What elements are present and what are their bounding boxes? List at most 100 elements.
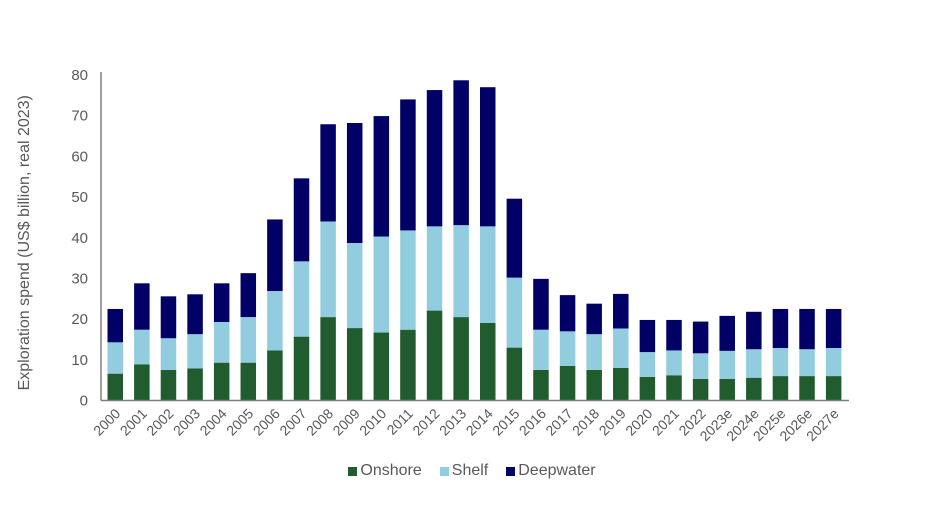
bar-deepwater-2008 — [320, 124, 336, 222]
y-axis-ticks: 0 10 20 30 40 50 60 70 80 — [71, 67, 88, 410]
bar-onshore-2004 — [213, 362, 230, 401]
bar-deepwater-2006 — [267, 219, 283, 292]
bar-onshore-2008 — [320, 317, 336, 401]
bar-onshore-2022 — [692, 378, 709, 401]
x-tick-label: 2006 — [250, 405, 283, 438]
x-tick-label: 2007 — [276, 405, 309, 438]
bar-onshore-2014 — [480, 322, 496, 401]
bar-deepwater-2005 — [240, 273, 257, 318]
legend-swatch — [506, 466, 516, 476]
bar-shelf-2010 — [373, 236, 390, 333]
bar-shelf-2015 — [506, 277, 523, 348]
bar-onshore-2003 — [187, 368, 203, 401]
legend-item-onshore: Onshore — [348, 462, 422, 480]
bar-onshore-2013 — [453, 317, 469, 401]
bar-deepwater-2004 — [213, 283, 230, 322]
bar-deepwater-2000 — [107, 308, 123, 343]
x-tick-label: 2009 — [329, 405, 362, 438]
bar-shelf-2019 — [613, 328, 629, 368]
bar-shelf-2002 — [160, 338, 177, 370]
bar-shelf-2004 — [213, 321, 230, 363]
y-tick-label: 0 — [80, 393, 88, 410]
bars-layer — [107, 80, 842, 401]
bar-deepwater-2003 — [187, 294, 203, 335]
bar-shelf-2025e — [772, 348, 789, 377]
bar-shelf-2017 — [559, 331, 576, 366]
bar-deepwater-2002 — [160, 296, 177, 339]
bar-shelf-2027e — [825, 348, 842, 377]
bar-deepwater-2026e — [799, 308, 815, 350]
bar-onshore-2007 — [293, 336, 310, 401]
bar-shelf-2001 — [134, 329, 150, 365]
x-tick-label: 2004 — [196, 405, 229, 438]
bar-deepwater-2024e — [746, 311, 762, 350]
bar-shelf-2011 — [400, 230, 416, 330]
bar-deepwater-2022 — [692, 321, 709, 354]
y-tick-label: 60 — [71, 148, 88, 165]
bar-onshore-2009 — [346, 328, 363, 401]
x-tick-label: 2000 — [90, 405, 123, 438]
bar-onshore-2017 — [559, 365, 576, 401]
x-tick-label: 2001 — [117, 405, 150, 438]
bar-deepwater-2011 — [400, 99, 416, 231]
y-tick-label: 80 — [71, 67, 88, 84]
legend-swatch — [439, 466, 449, 476]
bar-deepwater-2017 — [559, 295, 576, 332]
bar-shelf-2023e — [719, 350, 735, 379]
bar-onshore-2024e — [746, 377, 762, 401]
legend-item-shelf: Shelf — [439, 462, 489, 480]
bar-shelf-2008 — [320, 221, 336, 318]
y-tick-label: 70 — [71, 108, 88, 125]
bar-deepwater-2025e — [772, 308, 789, 349]
x-tick-label: 2014 — [463, 405, 496, 438]
x-tick-label: 2017 — [542, 405, 575, 438]
x-tick-label: 2018 — [569, 405, 602, 438]
bar-onshore-2021 — [666, 375, 682, 401]
x-tick-label: 2003 — [170, 405, 203, 438]
legend-label: Onshore — [360, 462, 422, 479]
bar-deepwater-2019 — [613, 293, 629, 329]
x-tick-label: 2021 — [649, 405, 682, 438]
legend-item-deepwater: Deepwater — [506, 462, 596, 480]
y-tick-label: 10 — [71, 352, 88, 369]
bar-onshore-2020 — [639, 376, 656, 401]
bar-onshore-2026e — [799, 376, 815, 401]
bar-deepwater-2014 — [480, 87, 496, 227]
legend-label: Deepwater — [518, 462, 596, 479]
bar-shelf-2000 — [107, 342, 123, 374]
bar-deepwater-2027e — [825, 308, 842, 349]
x-tick-label: 2020 — [622, 405, 655, 438]
bar-deepwater-2010 — [373, 116, 390, 237]
bar-onshore-2002 — [160, 369, 177, 401]
legend: Onshore Shelf Deepwater — [0, 462, 934, 480]
legend-label: Shelf — [451, 462, 489, 479]
x-tick-label: 2016 — [516, 405, 549, 438]
bar-shelf-2009 — [346, 243, 363, 329]
bar-shelf-2026e — [799, 349, 815, 377]
x-tick-label: 2008 — [303, 405, 336, 438]
y-axis-label: Exploration spend (US$ billion, real 202… — [16, 95, 33, 390]
bar-deepwater-2007 — [293, 178, 310, 262]
x-tick-label: 2010 — [356, 405, 389, 438]
bar-shelf-2020 — [639, 352, 656, 377]
bar-onshore-2005 — [240, 362, 257, 401]
bar-onshore-2023e — [719, 378, 735, 401]
bar-shelf-2003 — [187, 334, 203, 369]
bar-shelf-2006 — [267, 291, 283, 351]
y-tick-label: 40 — [71, 230, 88, 247]
bar-onshore-2011 — [400, 329, 416, 401]
bar-shelf-2007 — [293, 261, 310, 337]
bar-shelf-2021 — [666, 350, 682, 376]
bar-shelf-2012 — [426, 226, 443, 311]
bar-onshore-2001 — [134, 364, 150, 401]
bar-deepwater-2021 — [666, 319, 682, 351]
bar-shelf-2018 — [586, 334, 602, 370]
bar-deepwater-2012 — [426, 90, 443, 227]
bar-onshore-2015 — [506, 347, 523, 401]
x-tick-label: 2019 — [596, 405, 629, 438]
bar-deepwater-2001 — [134, 283, 150, 330]
bar-shelf-2016 — [533, 329, 549, 370]
bar-deepwater-2016 — [533, 278, 549, 330]
x-tick-label: 2011 — [383, 405, 416, 438]
y-tick-label: 20 — [71, 311, 88, 328]
